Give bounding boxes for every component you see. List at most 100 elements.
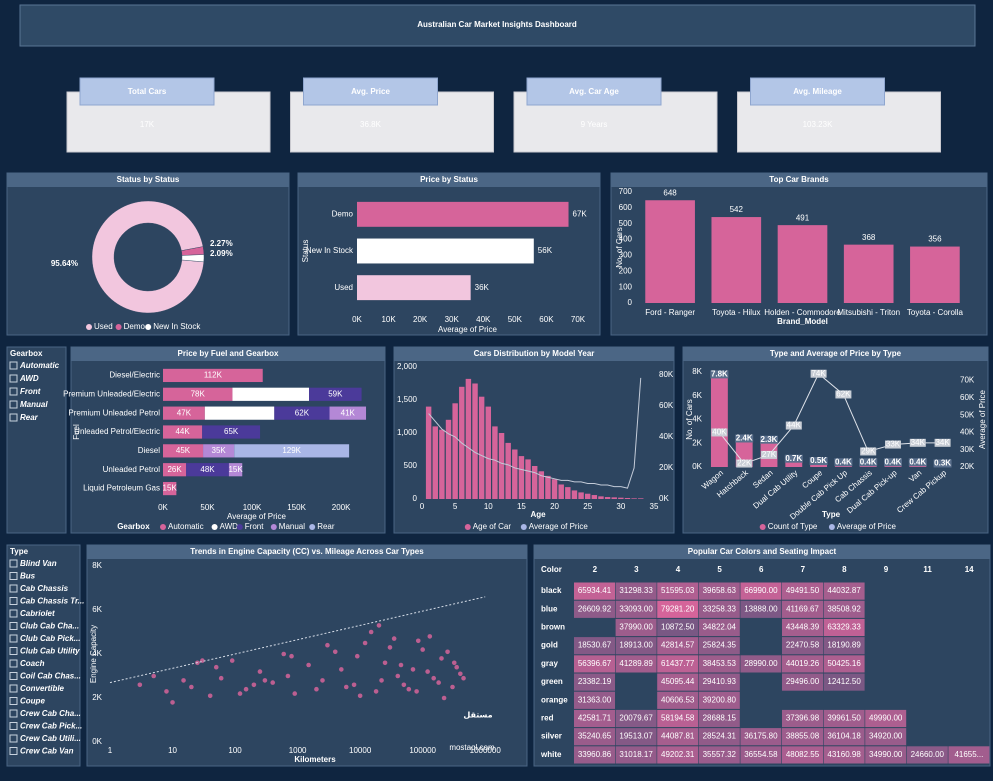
slicer-checkbox[interactable] [9, 584, 18, 593]
slicer-checkbox[interactable] [9, 734, 18, 743]
slicer-checkbox[interactable] [9, 622, 18, 630]
table-cell: 31018.17 [619, 750, 653, 759]
scatter-point [151, 673, 157, 679]
y-tick-label: 6K [692, 391, 702, 400]
slicer-checkbox[interactable] [9, 413, 18, 422]
bar [638, 498, 644, 499]
slicer-checkbox[interactable] [9, 400, 18, 409]
y2-tick-label: 20K [659, 463, 674, 472]
row-label: gold [541, 641, 558, 650]
x-axis-title: Average of Price [227, 512, 287, 521]
heat-cell [574, 673, 615, 691]
bar [558, 484, 564, 499]
slicer-item[interactable]: Blind Van [20, 559, 57, 568]
slicer-item[interactable]: Cabriolet [20, 609, 55, 618]
table-cell: 28524.31 [703, 732, 737, 741]
table-cell: 63329.33 [827, 623, 861, 632]
legend-label: Front [245, 522, 264, 531]
heat-cell [865, 728, 907, 746]
legend-label: Used [94, 322, 113, 331]
panel-header [87, 545, 527, 559]
panel-title: Type and Average of Price by Type [770, 349, 902, 358]
data-label: 2.4K [736, 434, 753, 443]
bar-segment [163, 387, 233, 401]
y-tick-label: 700 [619, 187, 633, 196]
legend-title: Gearbox [117, 522, 150, 531]
row-label: white [540, 750, 562, 759]
heat-cell [657, 655, 699, 673]
heat-cell [657, 691, 699, 709]
slicer-item[interactable]: Crew Cab Cha... [20, 709, 81, 718]
table-cell: 44019.26 [786, 659, 820, 668]
slicer-item[interactable]: Rear [20, 413, 39, 422]
slicer-item[interactable]: Cab Chassis Tr... [20, 597, 84, 606]
slicer-title: Type [10, 547, 29, 556]
scatter-point [415, 638, 421, 644]
scatter-point [450, 684, 455, 690]
slicer-item[interactable]: Crew Cab Pick... [20, 722, 82, 731]
bar [357, 238, 534, 264]
slicer-checkbox[interactable] [9, 647, 18, 655]
slicer-item[interactable]: Automatic [19, 361, 60, 370]
slicer-item[interactable]: Manual [20, 400, 48, 409]
slicer-checkbox[interactable] [9, 374, 18, 383]
slicer-item[interactable]: Crew Cab Van [20, 747, 74, 756]
bar [578, 492, 584, 499]
table-cell: 25824.35 [703, 641, 737, 650]
y-tick-label: 600 [619, 203, 633, 212]
x-tick-label: 1000000 [470, 746, 502, 755]
slicer-checkbox[interactable] [9, 747, 18, 755]
slicer-checkbox[interactable] [9, 387, 18, 396]
heat-cell [823, 600, 865, 618]
slicer-checkbox[interactable] [9, 659, 18, 668]
table-cell: 34920.00 [869, 732, 903, 741]
slicer-checkbox[interactable] [9, 672, 18, 680]
slicer-checkbox[interactable] [9, 361, 18, 370]
column-header: 11 [923, 565, 932, 574]
x-tick-label: 50K [200, 503, 215, 512]
kpi-value: 17K [140, 120, 155, 129]
slicer-checkbox[interactable] [9, 709, 18, 718]
slicer-checkbox[interactable] [9, 697, 18, 705]
slicer-item[interactable]: Club Cab Utility [20, 647, 80, 656]
slicer-checkbox[interactable] [9, 722, 18, 730]
slicer-checkbox[interactable] [9, 597, 18, 605]
scatter-point [320, 678, 325, 683]
slicer-item[interactable]: Club Cab Cha... [20, 622, 79, 631]
table-cell: 28688.15 [703, 714, 737, 723]
bar [631, 498, 637, 499]
table-cell: 41289.89 [619, 659, 653, 668]
slicer-checkbox[interactable] [9, 634, 18, 643]
data-label-box [859, 458, 878, 467]
scatter-point [395, 673, 401, 679]
y-tick-label: 0K [692, 462, 702, 471]
slicer-item[interactable]: Front [20, 387, 41, 396]
slicer-item[interactable]: Cab Chassis [20, 584, 69, 593]
slicer-item[interactable]: Crew Cab Utili... [20, 734, 81, 743]
heat-cell [698, 582, 740, 600]
table-cell: 49990.00 [869, 714, 903, 723]
slicer-checkbox[interactable] [9, 572, 18, 580]
bar [425, 406, 432, 499]
slicer-item[interactable]: Club Cab Pick... [20, 634, 80, 643]
scatter-point [379, 678, 384, 683]
slicer-checkbox[interactable] [9, 684, 18, 693]
slicer-item[interactable]: AWD [19, 374, 39, 383]
scatter-point [461, 675, 466, 681]
slicer-checkbox[interactable] [9, 609, 18, 618]
legend-marker [309, 524, 316, 530]
y-tick-label: 8K [92, 561, 102, 570]
slicer-checkbox[interactable] [9, 559, 18, 568]
slicer-item[interactable]: Coach [20, 659, 45, 668]
x-tick-label: 0 [420, 502, 425, 511]
slicer-item[interactable]: Bus [20, 572, 36, 581]
table-cell: 49202.31 [661, 750, 695, 759]
slicer-item[interactable]: Convertible [20, 684, 65, 693]
data-label: 78K [232, 408, 247, 417]
legend-marker [86, 324, 92, 330]
slicer-item[interactable]: Coupe [20, 697, 45, 706]
slicer-item[interactable]: Coil Cab Chas... [20, 672, 81, 681]
legend-label: Average of Price [529, 522, 589, 531]
column-header: 6 [759, 565, 764, 574]
bar [618, 497, 624, 499]
